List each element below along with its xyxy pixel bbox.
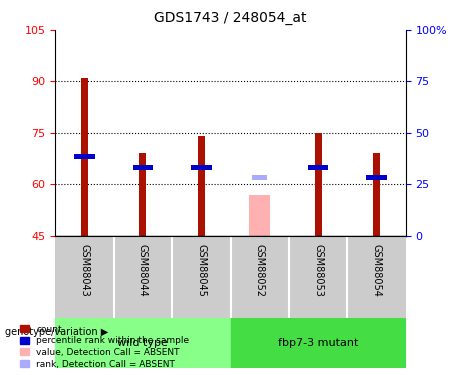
Bar bbox=[81, 78, 88, 236]
Bar bbox=[314, 133, 322, 236]
Bar bbox=[55, 318, 230, 368]
Bar bbox=[230, 318, 406, 368]
Bar bbox=[191, 165, 212, 170]
Text: fbp7-3 mutant: fbp7-3 mutant bbox=[278, 338, 358, 348]
Text: GSM88054: GSM88054 bbox=[372, 244, 382, 297]
Bar bbox=[139, 153, 147, 236]
Bar bbox=[133, 165, 153, 170]
Text: GSM88044: GSM88044 bbox=[138, 244, 148, 297]
Text: GSM88045: GSM88045 bbox=[196, 244, 207, 297]
Text: wild type: wild type bbox=[118, 338, 168, 348]
Text: GSM88053: GSM88053 bbox=[313, 244, 323, 297]
Text: GSM88043: GSM88043 bbox=[79, 244, 89, 297]
Legend: count, percentile rank within the sample, value, Detection Call = ABSENT, rank, : count, percentile rank within the sample… bbox=[18, 323, 191, 370]
Text: GSM88052: GSM88052 bbox=[254, 244, 265, 297]
Bar bbox=[198, 136, 205, 236]
Bar bbox=[249, 195, 270, 236]
Bar bbox=[74, 154, 95, 159]
Bar bbox=[366, 175, 387, 180]
Text: genotype/variation ▶: genotype/variation ▶ bbox=[5, 327, 108, 337]
Bar bbox=[373, 153, 380, 236]
Bar bbox=[253, 176, 267, 180]
Bar bbox=[308, 165, 328, 170]
Text: GDS1743 / 248054_at: GDS1743 / 248054_at bbox=[154, 11, 307, 25]
